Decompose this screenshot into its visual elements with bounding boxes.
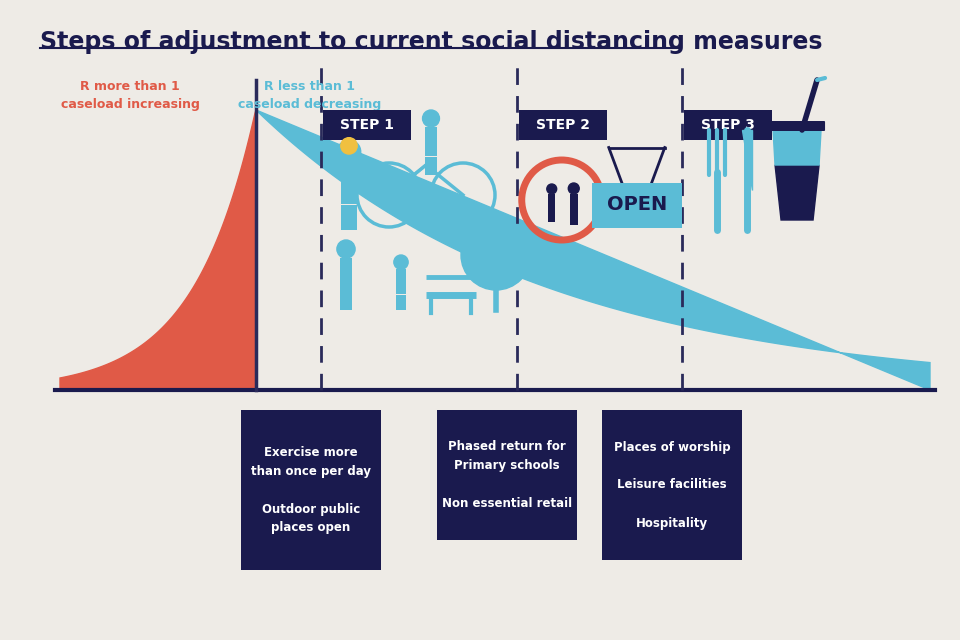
Text: Places of worship

Leisure facilities

Hospitality: Places of worship Leisure facilities Hos… xyxy=(613,440,731,529)
FancyBboxPatch shape xyxy=(574,213,578,225)
FancyBboxPatch shape xyxy=(552,211,555,222)
Text: STEP 1: STEP 1 xyxy=(340,118,394,132)
FancyBboxPatch shape xyxy=(341,205,349,230)
FancyBboxPatch shape xyxy=(570,194,578,213)
Text: R less than 1
caseload decreasing: R less than 1 caseload decreasing xyxy=(238,80,382,111)
FancyBboxPatch shape xyxy=(591,182,682,227)
Circle shape xyxy=(568,183,579,194)
FancyBboxPatch shape xyxy=(431,157,437,175)
FancyBboxPatch shape xyxy=(241,410,381,570)
Polygon shape xyxy=(60,110,256,390)
Text: R more than 1
caseload increasing: R more than 1 caseload increasing xyxy=(60,80,200,111)
FancyBboxPatch shape xyxy=(602,410,742,560)
FancyBboxPatch shape xyxy=(341,163,357,204)
Text: Steps of adjustment to current social distancing measures: Steps of adjustment to current social di… xyxy=(40,30,823,54)
FancyBboxPatch shape xyxy=(437,410,577,540)
FancyBboxPatch shape xyxy=(771,121,825,131)
FancyBboxPatch shape xyxy=(396,294,401,310)
FancyBboxPatch shape xyxy=(548,194,555,211)
FancyBboxPatch shape xyxy=(346,291,352,310)
Circle shape xyxy=(547,184,557,194)
Polygon shape xyxy=(775,165,819,220)
FancyBboxPatch shape xyxy=(570,213,574,225)
Text: Phased return for
Primary schools

Non essential retail: Phased return for Primary schools Non es… xyxy=(442,440,572,510)
Circle shape xyxy=(341,138,357,154)
FancyBboxPatch shape xyxy=(425,127,437,156)
Circle shape xyxy=(337,240,355,258)
FancyBboxPatch shape xyxy=(684,110,772,140)
Circle shape xyxy=(337,140,361,163)
FancyBboxPatch shape xyxy=(349,205,357,230)
FancyBboxPatch shape xyxy=(323,110,411,140)
Text: STEP 3: STEP 3 xyxy=(701,118,755,132)
Circle shape xyxy=(422,110,440,127)
Text: STEP 2: STEP 2 xyxy=(536,118,589,132)
Polygon shape xyxy=(742,130,752,190)
Circle shape xyxy=(394,255,408,269)
Polygon shape xyxy=(773,130,821,165)
Circle shape xyxy=(461,220,531,290)
Text: Exercise more
than once per day

Outdoor public
places open: Exercise more than once per day Outdoor … xyxy=(251,445,371,534)
Text: OPEN: OPEN xyxy=(607,195,667,214)
FancyBboxPatch shape xyxy=(401,294,406,310)
FancyBboxPatch shape xyxy=(518,110,607,140)
FancyBboxPatch shape xyxy=(396,269,406,294)
FancyBboxPatch shape xyxy=(425,157,431,175)
FancyBboxPatch shape xyxy=(548,211,552,222)
FancyBboxPatch shape xyxy=(340,258,352,290)
FancyBboxPatch shape xyxy=(340,291,346,310)
Polygon shape xyxy=(256,110,930,390)
